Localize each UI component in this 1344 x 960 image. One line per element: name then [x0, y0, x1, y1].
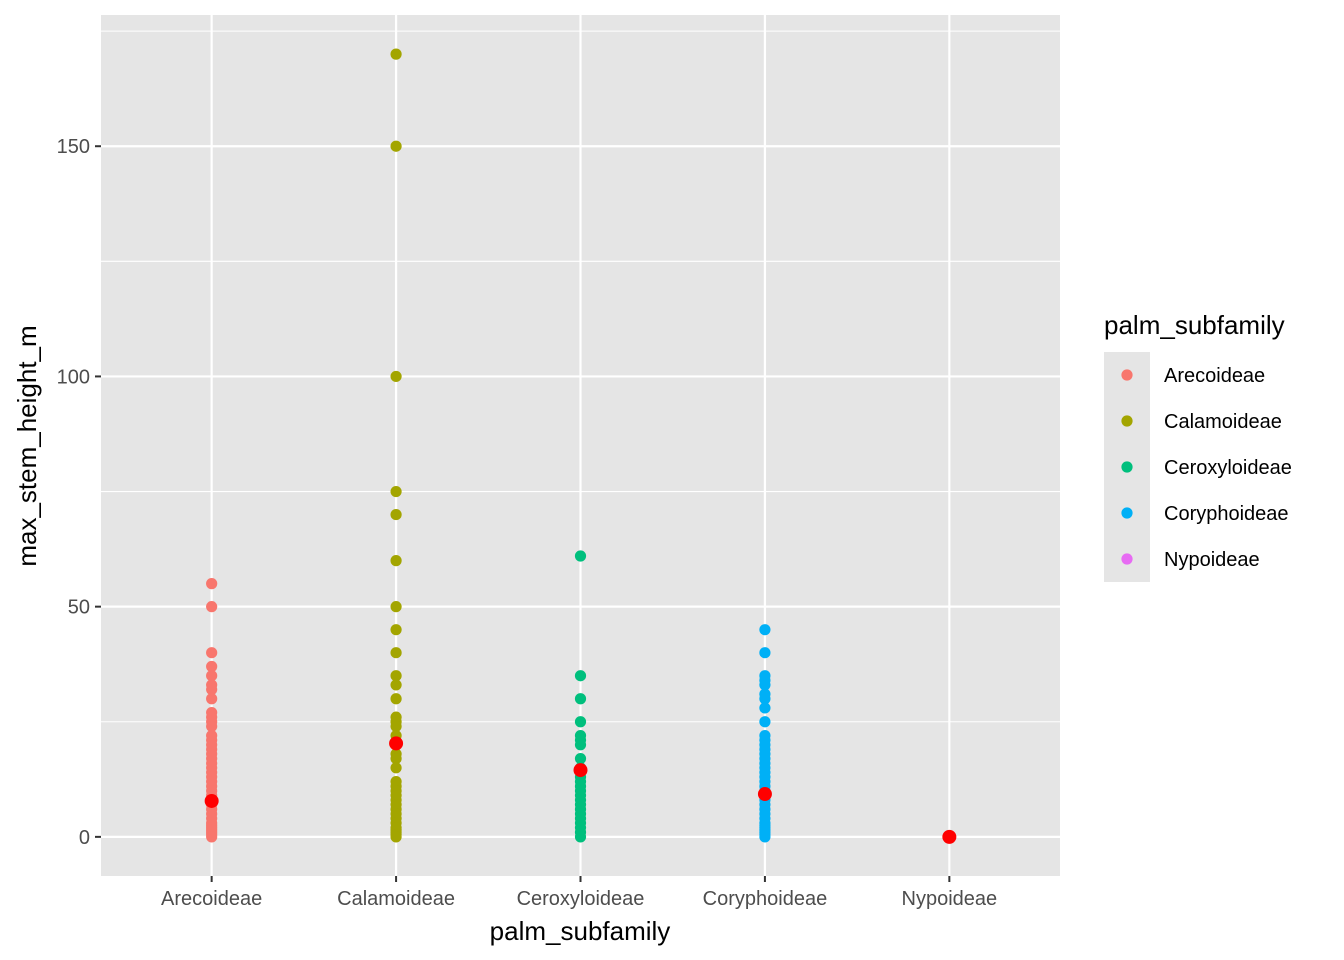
data-point	[390, 508, 402, 521]
data-point	[206, 601, 218, 613]
legend: palm_subfamily Arecoideae Calamoideae Cero…	[1104, 310, 1292, 582]
data-point	[390, 370, 402, 383]
data-point	[390, 679, 402, 691]
data-point	[759, 831, 771, 843]
data-point	[759, 716, 771, 728]
legend-key	[1121, 507, 1133, 519]
x-axis-title: palm_subfamily	[490, 916, 671, 946]
data-point	[390, 670, 402, 682]
data-point	[206, 578, 218, 590]
data-point	[759, 679, 771, 691]
data-point	[390, 48, 402, 60]
legend-label: Ceroxyloideae	[1164, 457, 1292, 479]
data-point	[206, 720, 218, 732]
y-tick-label: 50	[68, 597, 90, 619]
legend-title: palm_subfamily	[1104, 310, 1285, 340]
data-point	[574, 550, 587, 562]
data-point	[574, 831, 587, 843]
data-point	[390, 831, 402, 843]
data-point	[390, 140, 402, 152]
x-tick-label: Calamoideae	[337, 888, 455, 910]
mean-points	[204, 736, 957, 844]
data-point	[390, 647, 402, 659]
y-tick-label: 0	[79, 827, 90, 849]
data-points	[206, 48, 955, 843]
data-point	[390, 485, 402, 498]
data-point	[390, 762, 402, 774]
data-point	[206, 693, 218, 705]
data-point	[574, 752, 587, 765]
data-point	[390, 693, 402, 705]
y-axis-title: max_stem_height_m	[12, 325, 42, 566]
legend-label: Coryphoideae	[1164, 503, 1289, 525]
data-point	[759, 693, 771, 705]
data-point	[206, 647, 218, 659]
legend-key	[1121, 369, 1133, 381]
mean-point	[757, 787, 772, 802]
x-tick-label: Arecoideae	[161, 888, 262, 910]
x-axis: Arecoideae Calamoideae Ceroxyloideae Coryph…	[161, 876, 997, 910]
data-point	[574, 716, 587, 728]
data-point	[574, 693, 587, 705]
data-point	[759, 647, 771, 659]
legend-label: Nypoideae	[1164, 549, 1260, 571]
y-tick-label: 100	[57, 366, 90, 388]
data-point	[574, 739, 587, 751]
x-tick-label: Coryphoideae	[703, 888, 828, 910]
data-point	[574, 670, 587, 682]
mean-point	[573, 763, 588, 778]
data-point	[390, 720, 402, 732]
legend-key	[1121, 461, 1133, 473]
data-point	[390, 624, 402, 636]
mean-point	[204, 793, 219, 808]
x-tick-label: Nypoideae	[902, 888, 998, 910]
mean-point	[389, 736, 404, 751]
legend-label: Calamoideae	[1164, 411, 1282, 433]
data-point	[206, 683, 218, 696]
y-axis: 0 50 100 150	[57, 136, 101, 849]
y-tick-label: 150	[57, 136, 90, 158]
legend-label: Arecoideae	[1164, 365, 1265, 387]
data-point	[206, 660, 218, 673]
data-point	[390, 555, 402, 567]
data-point	[759, 702, 771, 714]
legend-entries: Arecoideae Calamoideae Ceroxyloideae Coryph…	[1121, 365, 1292, 571]
data-point	[206, 670, 218, 682]
data-point	[390, 752, 402, 765]
mean-point	[942, 829, 957, 844]
legend-key	[1121, 553, 1133, 565]
legend-key	[1121, 415, 1133, 427]
data-point	[206, 831, 218, 843]
data-point	[759, 624, 771, 636]
data-point	[390, 601, 402, 613]
x-tick-label: Ceroxyloideae	[517, 888, 645, 910]
